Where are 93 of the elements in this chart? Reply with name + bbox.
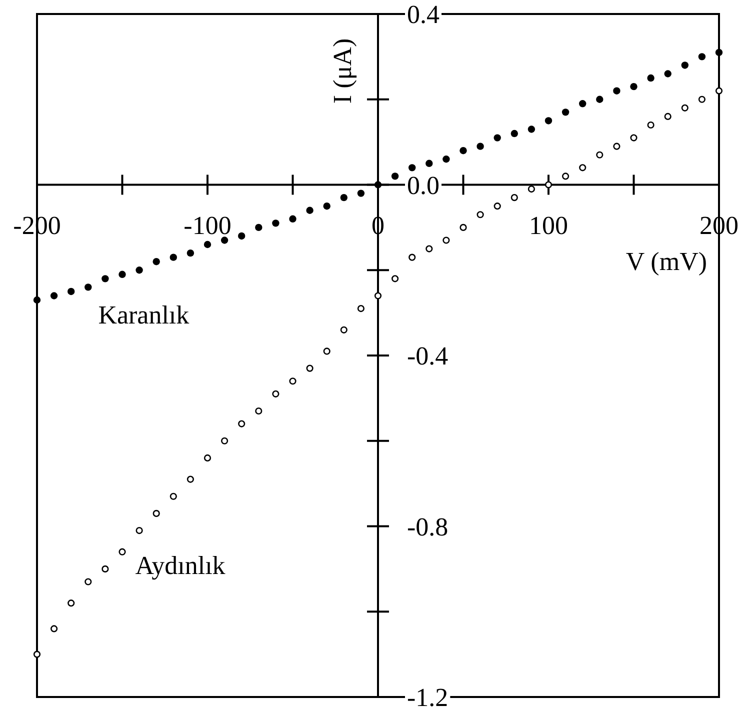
point (374, 292, 382, 300)
point (698, 96, 706, 103)
point (460, 224, 467, 231)
point (102, 565, 109, 572)
point (476, 142, 484, 150)
series-label: Aydınlık (135, 550, 226, 580)
point (544, 181, 552, 188)
point (681, 62, 688, 69)
point (579, 100, 586, 108)
point (426, 160, 433, 168)
point (596, 151, 604, 158)
y-tick-label: -1.2 (407, 683, 448, 712)
point (698, 53, 706, 60)
point (340, 194, 348, 202)
point (596, 96, 604, 103)
point (323, 348, 330, 355)
point (50, 292, 58, 300)
point (664, 70, 672, 78)
point (613, 142, 620, 150)
point (186, 249, 194, 257)
point (220, 236, 228, 244)
y-axis-title: I (μA) (328, 38, 358, 104)
point (408, 164, 416, 172)
point (238, 420, 246, 428)
point (272, 220, 280, 227)
point (681, 104, 688, 112)
point (204, 454, 212, 462)
point (272, 390, 280, 398)
point (323, 202, 330, 210)
point (374, 181, 382, 188)
point (33, 296, 41, 304)
x-axis-title: V (mV) (626, 246, 707, 276)
point (647, 121, 654, 129)
point (357, 304, 364, 312)
point (442, 236, 450, 244)
point (50, 625, 58, 632)
point (102, 275, 109, 282)
point (442, 156, 450, 163)
point (494, 202, 501, 210)
point (289, 378, 296, 385)
point (340, 326, 348, 334)
point (494, 134, 501, 142)
point (306, 364, 314, 372)
point (136, 266, 143, 274)
point (204, 240, 212, 248)
series-label: Karanlık (98, 300, 190, 330)
point (118, 548, 126, 556)
point (408, 254, 416, 261)
point (68, 600, 75, 607)
x-tick-label: -100 (184, 210, 232, 240)
point (170, 254, 177, 261)
point (664, 112, 672, 120)
point (528, 126, 536, 133)
point (544, 117, 552, 124)
x-tick-label: 100 (529, 210, 568, 240)
point (152, 510, 160, 517)
point (528, 185, 535, 193)
y-tick-label: 0.0 (407, 170, 440, 200)
point (476, 211, 484, 218)
point (136, 526, 143, 534)
point (238, 232, 246, 240)
y-tick-label: -0.4 (407, 342, 448, 371)
point (630, 134, 638, 142)
point (391, 172, 399, 180)
point (715, 87, 723, 94)
point (392, 275, 399, 282)
point (84, 578, 92, 586)
point (647, 74, 654, 82)
point (306, 206, 314, 214)
point (426, 245, 433, 252)
point (186, 476, 194, 483)
point (357, 190, 365, 197)
point (255, 407, 262, 415)
point (715, 48, 723, 56)
point (255, 224, 262, 232)
point (613, 87, 620, 94)
point (510, 130, 518, 138)
point (630, 82, 638, 90)
point (460, 147, 467, 154)
point (68, 288, 75, 296)
y-tick-label: 0.4 (407, 0, 440, 30)
y-tick-label: -0.8 (407, 512, 448, 542)
point (84, 284, 92, 291)
point (579, 164, 586, 172)
point (221, 437, 228, 444)
point (562, 108, 570, 116)
point (562, 172, 570, 180)
point (118, 270, 126, 278)
point (170, 492, 177, 500)
point (152, 258, 160, 266)
point (33, 650, 41, 658)
point (510, 194, 518, 202)
point (289, 215, 296, 222)
